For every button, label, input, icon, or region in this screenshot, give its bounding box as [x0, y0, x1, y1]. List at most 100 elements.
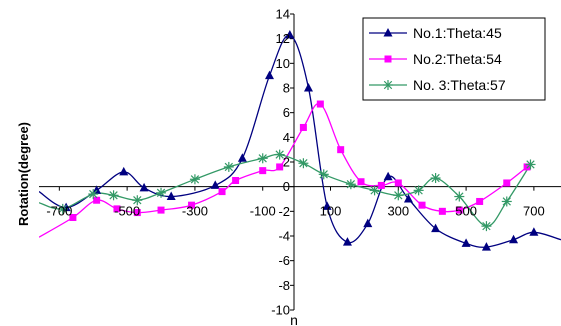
data-point-series-3 [393, 190, 404, 201]
x-axis-title: n [290, 312, 298, 326]
data-point-series-1 [461, 238, 471, 247]
asterisk-stroke [431, 173, 440, 183]
x-tick-label: -300 [182, 204, 208, 219]
legend-label-1: No.1:Theta:45 [413, 25, 502, 41]
data-point-series-3 [189, 174, 200, 185]
asterisk-stroke [275, 150, 284, 159]
data-point-series-1 [237, 153, 247, 162]
data-point-series-1 [119, 166, 129, 176]
data-point-series-2 [455, 206, 463, 214]
x-tick-label: 700 [523, 204, 545, 219]
data-point-series-3 [132, 195, 143, 206]
data-point-series-2 [476, 197, 484, 205]
data-point-series-3 [156, 187, 167, 198]
axes [39, 13, 561, 311]
asterisk-stroke [224, 162, 233, 172]
x-tick-label: 100 [320, 204, 342, 219]
data-point-series-3 [430, 173, 441, 184]
data-point-series-1 [322, 201, 332, 210]
legend-marker-2 [384, 55, 392, 63]
data-point-series-1 [509, 234, 519, 244]
data-point-series-2 [503, 179, 511, 187]
asterisk-stroke [58, 204, 67, 214]
asterisk-stroke [89, 189, 98, 199]
data-point-series-1 [285, 29, 295, 39]
data-point-series-2 [218, 188, 226, 196]
tick-labels: -10 -8 -6 -4 -2 0 2 4 6 8 10 12 14 -700 -500 -300 -100 10… [46, 7, 544, 318]
data-point-series-1 [383, 171, 393, 181]
data-point-series-2 [259, 167, 267, 175]
legend-marker-3 [383, 80, 393, 90]
y-tick-label: 14 [276, 7, 290, 22]
legend-label-3: No. 3:Theta:57 [413, 77, 506, 93]
data-point-series-1 [303, 83, 313, 92]
data-point-series-2 [93, 196, 101, 204]
data-point-series-2 [337, 146, 345, 154]
data-point-series-2 [316, 100, 324, 108]
data-point-series-1 [342, 237, 352, 246]
data-point-series-3 [108, 190, 119, 201]
y-tick-label: 10 [276, 56, 290, 71]
data-point-series-1 [403, 194, 413, 203]
data-point-series-1 [363, 218, 373, 228]
asterisk-stroke [156, 188, 166, 198]
asterisk-stroke [394, 191, 403, 200]
data-point-series-2 [523, 163, 531, 171]
asterisk-stroke [133, 196, 142, 205]
data-point-series-3 [257, 153, 268, 164]
y-tick-label: 8 [283, 81, 290, 96]
asterisk-stroke [258, 154, 267, 163]
data-point-series-1 [529, 227, 539, 236]
data-point-series-2 [133, 209, 141, 217]
asterisk-stroke [502, 197, 511, 206]
data-point-series-2 [188, 201, 196, 209]
data-point-series-2 [276, 163, 284, 171]
y-tick-label: 6 [283, 105, 290, 120]
x-tick-label: 500 [455, 204, 477, 219]
y-tick-label: 12 [276, 31, 290, 46]
data-point-series-3 [501, 196, 512, 207]
data-point-series-2 [232, 177, 240, 184]
data-point-series-2 [377, 181, 385, 189]
asterisk-stroke [414, 186, 423, 195]
legend: No.1:Theta:45 No.2:Theta:54 No. 3:Theta:57 [362, 17, 546, 101]
data-point-series-2 [418, 201, 426, 209]
data-point-series-2 [394, 179, 402, 187]
asterisk-stroke [383, 80, 393, 90]
asterisk-stroke [319, 170, 328, 179]
y-tick-label: 2 [283, 155, 290, 170]
data-point-series-1 [264, 70, 274, 80]
data-point-series-3 [481, 221, 492, 232]
data-point-series-1 [431, 223, 441, 233]
x-tick-label: -700 [46, 204, 72, 219]
y-tick-label: 4 [283, 130, 290, 145]
data-point-series-1 [166, 191, 176, 201]
data-point-series-3 [298, 158, 309, 169]
x-tick-label: -500 [114, 204, 140, 219]
asterisk-stroke [299, 159, 308, 168]
asterisk-stroke [455, 192, 464, 201]
data-point-series-2 [113, 205, 121, 213]
data-point-series-3 [318, 169, 329, 180]
asterisk-stroke [526, 160, 535, 169]
data-point-series-3 [454, 191, 465, 202]
y-tick-label: -10 [271, 303, 290, 318]
legend-label-2: No.2:Theta:54 [413, 51, 502, 67]
data-point-series-3 [413, 185, 424, 196]
asterisk-stroke [370, 186, 379, 195]
data-point-series-1 [210, 180, 220, 189]
data-point-series-3 [369, 185, 380, 196]
y-tick-label: -6 [278, 253, 290, 268]
x-tick-label: 300 [387, 204, 409, 219]
marker-layer [57, 29, 539, 251]
data-point-series-2 [438, 207, 446, 215]
data-point-series-2 [69, 214, 77, 221]
data-point-series-2 [299, 123, 307, 131]
asterisk-stroke [482, 221, 491, 231]
asterisk-stroke [190, 175, 200, 184]
data-point-series-3 [57, 203, 68, 214]
data-point-series-1 [92, 185, 102, 194]
data-point-series-3 [525, 159, 536, 170]
x-tick-label: -100 [250, 204, 276, 219]
data-point-series-3 [345, 179, 356, 190]
